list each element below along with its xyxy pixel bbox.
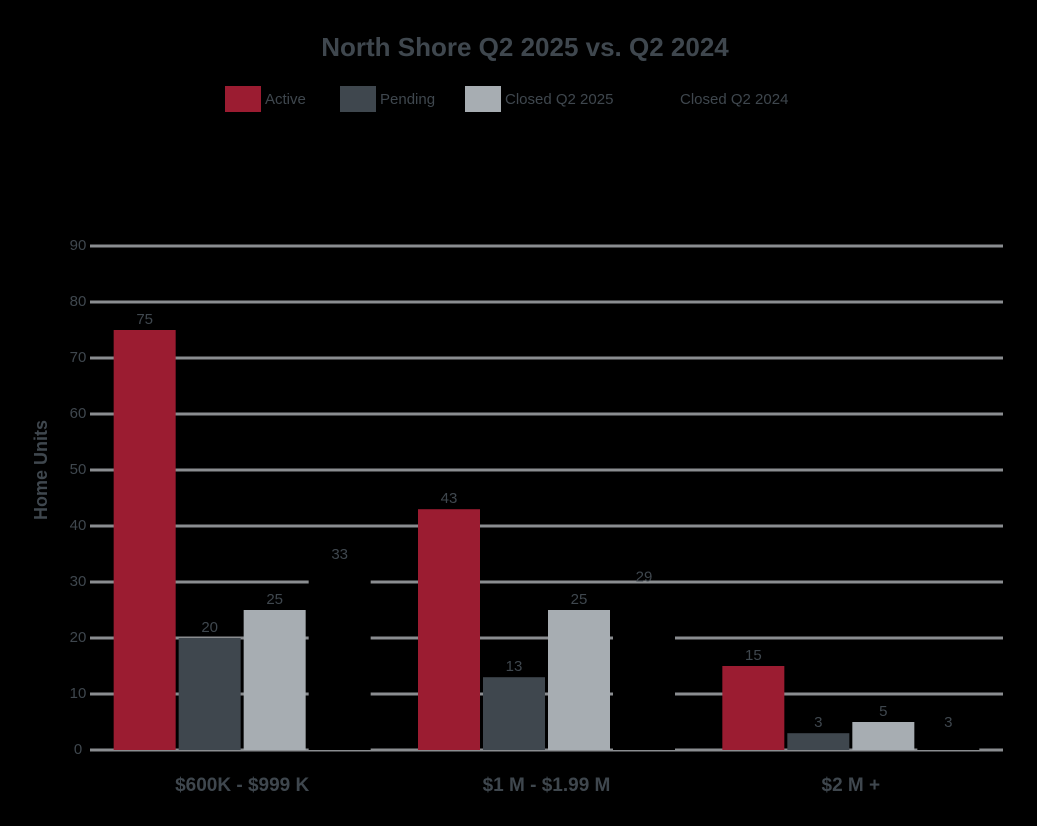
y-tick-label: 90 — [70, 237, 87, 254]
chart-title: North Shore Q2 2025 vs. Q2 2024 — [321, 32, 729, 62]
data-label: 3 — [944, 714, 952, 731]
legend-label: Active — [265, 91, 306, 108]
data-label: 13 — [506, 658, 523, 675]
y-tick-label: 70 — [70, 349, 87, 366]
bar — [548, 610, 610, 750]
legend-swatch — [225, 86, 261, 112]
bar — [722, 666, 785, 750]
bar — [178, 638, 241, 750]
data-label: 20 — [201, 619, 218, 636]
y-tick-label: 30 — [70, 573, 87, 590]
legend-label: Closed Q2 2025 — [505, 91, 613, 108]
bar — [852, 722, 915, 750]
legend-label: Pending — [380, 91, 435, 108]
y-axis-title: Home Units — [31, 420, 51, 520]
legend-label: Closed Q2 2024 — [680, 91, 788, 108]
y-tick-label: 0 — [74, 741, 82, 758]
bar — [418, 509, 480, 750]
data-label: 75 — [136, 311, 153, 328]
y-tick-label: 20 — [70, 629, 87, 646]
y-tick-label: 50 — [70, 461, 87, 478]
data-label: 33 — [331, 546, 348, 563]
y-tick-label: 60 — [70, 405, 87, 422]
data-label: 25 — [571, 591, 588, 608]
legend-swatch — [340, 86, 376, 112]
bar — [113, 330, 176, 750]
y-tick-label: 80 — [70, 293, 87, 310]
x-tick-label: $1 M - $1.99 M — [483, 775, 611, 796]
x-tick-label: $2 M + — [822, 775, 881, 796]
legend-swatch — [640, 86, 676, 112]
bar — [917, 733, 980, 750]
x-tick-label: $600K - $999 K — [175, 775, 309, 796]
data-label: 3 — [814, 714, 822, 731]
data-label: 29 — [636, 569, 653, 586]
data-label: 25 — [266, 591, 283, 608]
y-tick-label: 10 — [70, 685, 87, 702]
bar — [787, 733, 850, 750]
data-label: 5 — [879, 703, 887, 720]
bar — [308, 565, 371, 750]
legend-swatch — [465, 86, 501, 112]
y-tick-label: 40 — [70, 517, 87, 534]
bar — [613, 587, 675, 750]
data-label: 43 — [441, 490, 458, 507]
data-label: 15 — [745, 647, 762, 664]
bar — [243, 610, 306, 750]
bar — [483, 677, 545, 750]
